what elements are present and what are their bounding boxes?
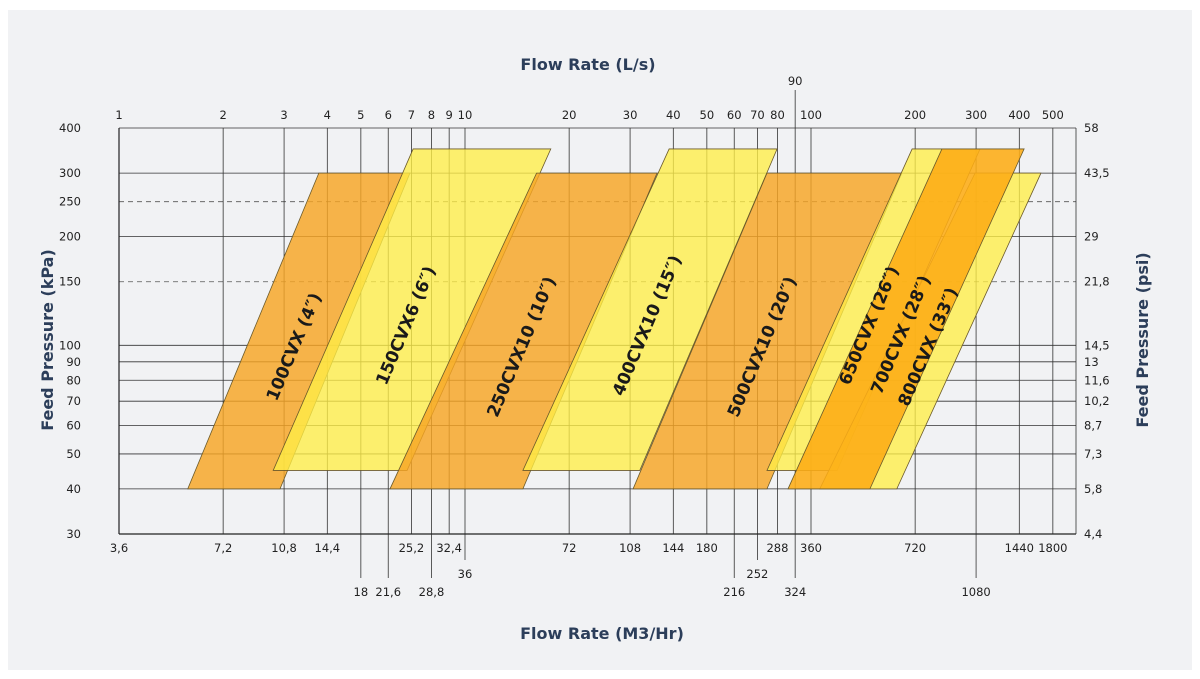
valve-band — [272, 148, 552, 471]
x-top-tick-label: 70 — [750, 108, 765, 122]
x-bottom-tick-label: 36 — [458, 567, 473, 581]
y-right-tick-label: 21,8 — [1084, 275, 1110, 289]
x-bottom-tick-label: 14,4 — [315, 541, 341, 555]
x-top-tick-label: 20 — [562, 108, 577, 122]
valve-band — [389, 172, 658, 490]
x-bottom-tick-label: 180 — [696, 541, 718, 555]
x-bottom-axis-title: Flow Rate (M3/Hr) — [520, 624, 684, 643]
x-bottom-tick-label: 216 — [723, 585, 745, 599]
x-bottom-tick-label: 25,2 — [399, 541, 425, 555]
x-bottom-tick-label: 1080 — [961, 585, 990, 599]
x-top-tick-label: 100 — [800, 108, 822, 122]
x-bottom-tick-label: 21,6 — [375, 585, 401, 599]
valve-band — [787, 148, 1025, 490]
x-top-tick-label: 80 — [770, 108, 785, 122]
x-top-tick-label: 40 — [666, 108, 681, 122]
x-bottom-tick-label: 28,8 — [419, 585, 445, 599]
y-left-tick-label: 60 — [66, 418, 81, 432]
y-left-axis-title: Feed Pressure (kPa) — [38, 249, 57, 431]
x-top-axis-title: Flow Rate (L/s) — [520, 55, 655, 74]
y-right-tick-label: 5,8 — [1084, 482, 1102, 496]
x-bottom-tick-label: 288 — [766, 541, 788, 555]
y-right-tick-label: 8,7 — [1084, 418, 1102, 432]
y-left-tick-label: 250 — [59, 195, 81, 209]
x-top-tick-label: 6 — [385, 108, 392, 122]
y-left-tick-label: 30 — [66, 527, 81, 541]
x-bottom-tick-label: 720 — [904, 541, 926, 555]
x-top-tick-label: 400 — [1008, 108, 1030, 122]
x-top-tick-label: 7 — [408, 108, 415, 122]
y-right-tick-label: 58 — [1084, 121, 1099, 135]
y-left-tick-label: 40 — [66, 482, 81, 496]
y-left-tick-label: 300 — [59, 166, 81, 180]
y-left-tick-label: 100 — [59, 338, 81, 352]
x-bottom-tick-label: 1800 — [1038, 541, 1067, 555]
x-top-tick-label: 8 — [428, 108, 435, 122]
y-left-tick-label: 150 — [59, 275, 81, 289]
x-bottom-tick-label: 72 — [562, 541, 577, 555]
x-bottom-tick-label: 324 — [784, 585, 806, 599]
x-bottom-tick-label: 252 — [746, 567, 768, 581]
x-bottom-tick-label: 360 — [800, 541, 822, 555]
x-bottom-tick-label: 108 — [619, 541, 641, 555]
x-top-tick-label: 2 — [219, 108, 226, 122]
x-bottom-tick-label: 18 — [354, 585, 369, 599]
x-top-tick-label: 3 — [280, 108, 287, 122]
x-top-tick-label: 30 — [623, 108, 638, 122]
y-left-tick-label: 90 — [66, 355, 81, 369]
x-top-tick-label: 300 — [965, 108, 987, 122]
x-bottom-tick-label: 1440 — [1005, 541, 1034, 555]
x-bottom-tick-label: 7,2 — [214, 541, 232, 555]
y-left-tick-label: 80 — [66, 373, 81, 387]
x-bottom-tick-label: 3,6 — [110, 541, 128, 555]
x-top-tick-label: 4 — [324, 108, 331, 122]
y-left-tick-label: 50 — [66, 447, 81, 461]
x-top-tick-label: 200 — [904, 108, 926, 122]
x-top-tick-label: 9 — [446, 108, 453, 122]
y-right-tick-label: 43,5 — [1084, 166, 1110, 180]
x-top-tick-label: 60 — [727, 108, 742, 122]
y-right-tick-label: 11,6 — [1084, 373, 1110, 387]
y-left-tick-label: 70 — [66, 394, 81, 408]
x-top-tick-label: 90 — [788, 74, 803, 88]
y-right-tick-label: 29 — [1084, 230, 1099, 244]
y-right-tick-label: 14,5 — [1084, 338, 1110, 352]
x-bottom-tick-label: 10,8 — [271, 541, 297, 555]
x-bottom-tick-label: 144 — [662, 541, 684, 555]
y-left-tick-label: 200 — [59, 230, 81, 244]
x-top-tick-label: 1 — [115, 108, 122, 122]
x-bottom-tick-label: 32,4 — [436, 541, 462, 555]
x-top-tick-label: 10 — [458, 108, 473, 122]
y-left-tick-label: 400 — [59, 121, 81, 135]
x-top-tick-label: 5 — [357, 108, 364, 122]
valve-band — [522, 148, 778, 471]
y-right-tick-label: 13 — [1084, 355, 1099, 369]
y-right-tick-label: 10,2 — [1084, 394, 1110, 408]
y-right-tick-label: 7,3 — [1084, 447, 1102, 461]
x-top-tick-label: 500 — [1042, 108, 1064, 122]
y-right-tick-label: 4,4 — [1084, 527, 1102, 541]
y-right-axis-title: Feed Pressure (psi) — [1133, 252, 1152, 427]
x-top-tick-label: 50 — [700, 108, 715, 122]
